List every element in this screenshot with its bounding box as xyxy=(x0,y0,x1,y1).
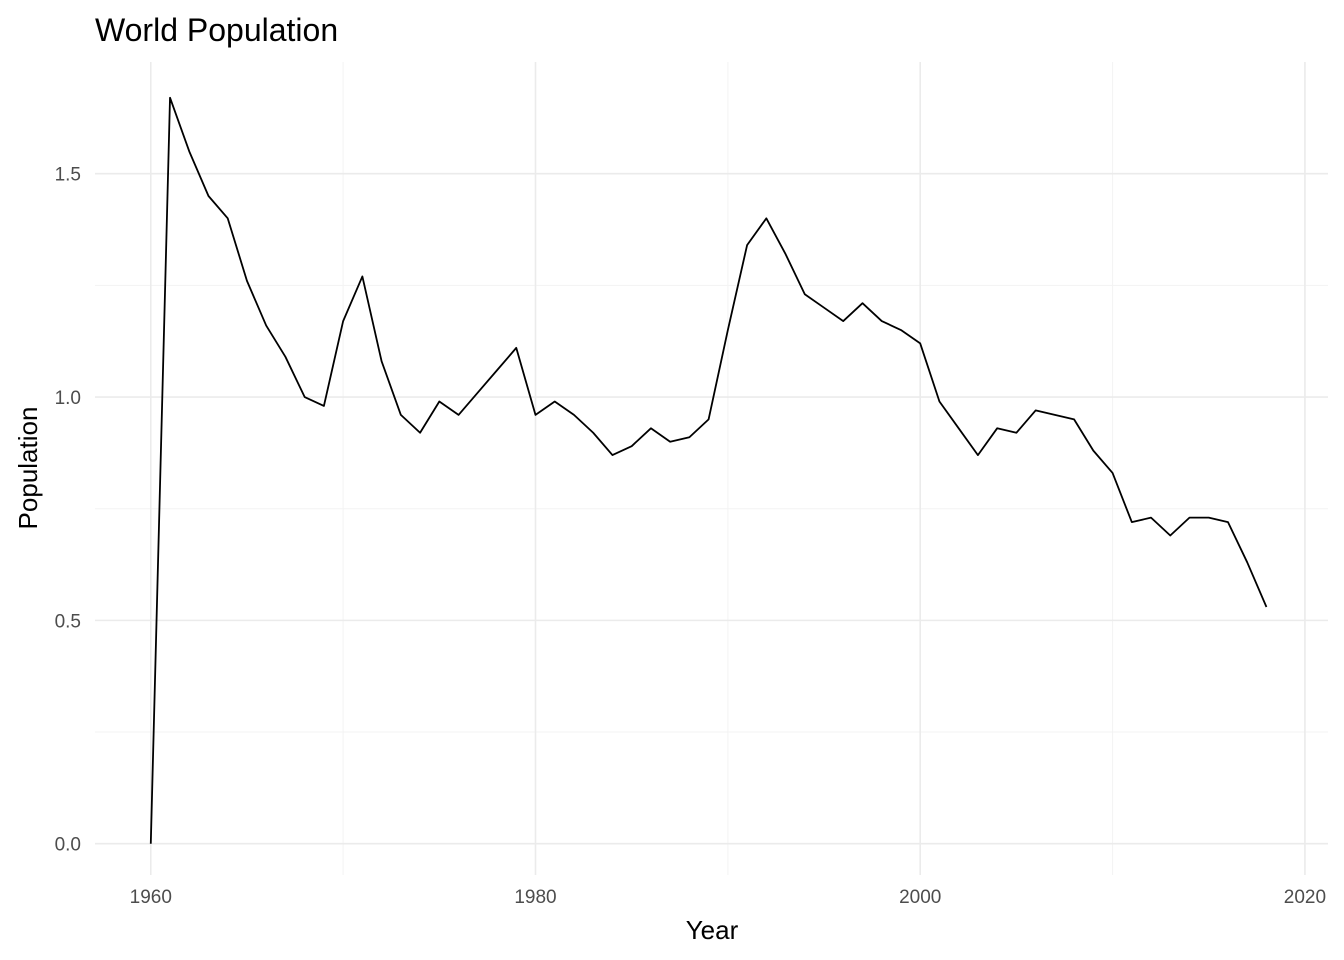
x-tick-label: 2000 xyxy=(899,887,941,908)
x-axis-title: Year xyxy=(686,915,739,945)
population-line xyxy=(149,96,1268,844)
y-tick-label: 0.5 xyxy=(55,611,81,632)
y-tick-label: 1.0 xyxy=(55,388,81,409)
y-tick-label: 1.5 xyxy=(55,165,81,186)
y-tick-label: 0.0 xyxy=(55,835,81,856)
x-tick-label: 1980 xyxy=(514,887,556,908)
x-tick-label: 1960 xyxy=(130,887,172,908)
minor-gridlines xyxy=(95,62,1328,875)
x-axis-tick-labels: 1960 1980 2000 2020 xyxy=(130,887,1326,908)
y-axis-title: Population xyxy=(13,407,43,530)
major-gridlines xyxy=(95,62,1328,875)
chart-title: World Population xyxy=(95,12,338,48)
x-tick-label: 2020 xyxy=(1284,887,1326,908)
y-axis-tick-labels: 0.0 0.5 1.0 1.5 xyxy=(55,165,81,856)
series-layer xyxy=(149,96,1268,844)
